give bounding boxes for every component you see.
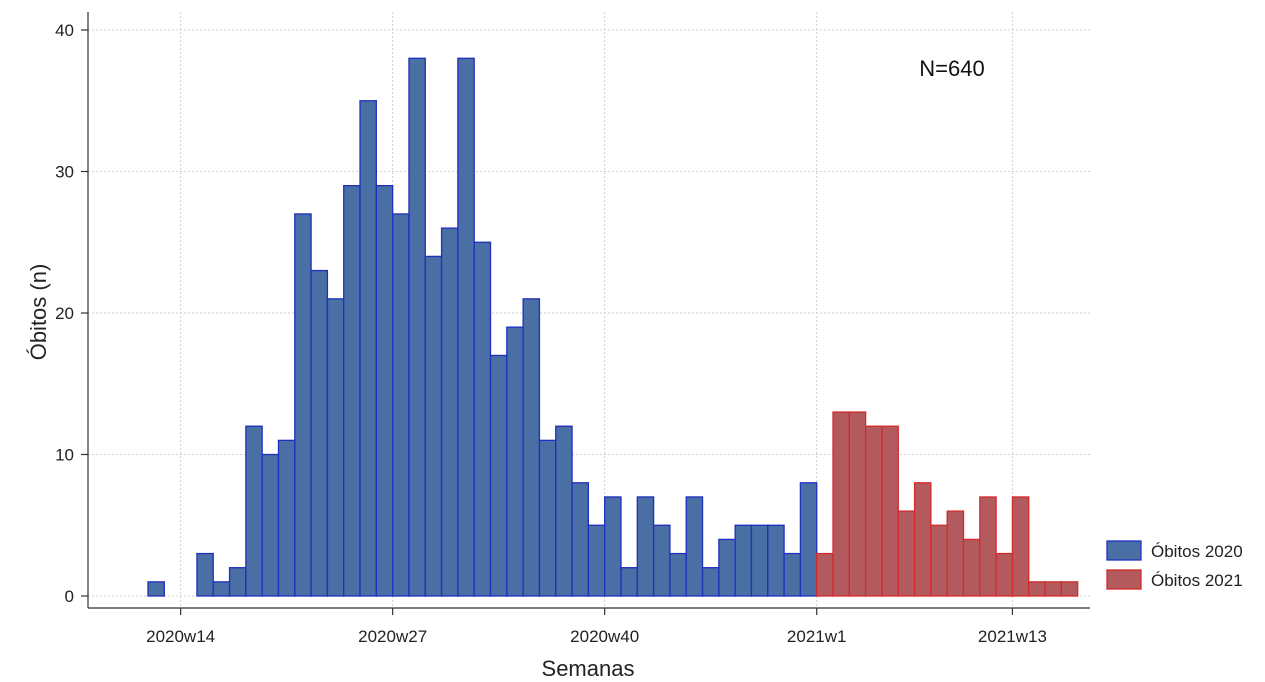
bar-2021w5: [881, 425, 899, 597]
bars: [147, 57, 1079, 597]
bar-2020w40: [604, 496, 622, 597]
bar-2021w9: [946, 510, 965, 597]
bar-2020w44: [669, 552, 687, 597]
x-ticks: 2020w14 2020w27 2020w40 2021w1 2021w13: [146, 608, 1047, 646]
bar-2020w12: [147, 581, 165, 597]
bar-2020w42: [636, 496, 655, 597]
bar-2021w12: [995, 552, 1014, 597]
bar-2021w6: [897, 510, 916, 597]
y-ticks: 0 10 20 30 40: [55, 21, 88, 606]
bar-2020w33: [489, 354, 508, 597]
bar-2020w47: [718, 538, 736, 597]
sample-size-annotation: N=640: [919, 56, 984, 81]
x-tick-label: 2021w13: [978, 627, 1047, 646]
bar-2020w20: [277, 439, 296, 597]
bar-2020w34: [506, 326, 524, 597]
x-tick-label: 2020w27: [358, 627, 427, 646]
bar-2020w24: [343, 184, 361, 597]
bar-2021w14: [1028, 581, 1046, 597]
bar-2020w15: [196, 552, 214, 597]
y-tick-label: 10: [55, 446, 74, 465]
legend: Óbitos 2020 Óbitos 2021: [1106, 540, 1243, 590]
bar-2020w30: [440, 227, 459, 597]
x-tick-label: 2021w1: [787, 627, 847, 646]
bar-2020w37: [555, 425, 573, 597]
bar-2020w51: [783, 552, 802, 597]
y-tick-label: 30: [55, 163, 74, 182]
legend-label-2020: Óbitos 2020: [1151, 542, 1243, 561]
y-tick-label: 0: [65, 587, 74, 606]
legend-label-2021: Óbitos 2021: [1151, 571, 1243, 590]
bar-2020w31: [457, 57, 475, 597]
bar-2021w13: [1011, 496, 1030, 597]
bar-2021w16: [1060, 581, 1079, 597]
bar-2021w15: [1044, 581, 1063, 597]
bar-2020w36: [538, 439, 557, 597]
bar-2020w49: [750, 524, 769, 597]
bar-2021w11: [979, 496, 997, 597]
bar-2020w19: [261, 453, 280, 597]
bar-2020w18: [245, 425, 263, 597]
x-tick-label: 2020w14: [146, 627, 215, 646]
bar-2020w32: [473, 241, 492, 597]
bar-2020w16: [212, 581, 231, 597]
bar-2020w23: [326, 298, 345, 597]
bar-2020w35: [522, 298, 541, 597]
bar-2020w50: [767, 524, 785, 597]
bar-2020w22: [310, 269, 329, 597]
bar-2021w1: [816, 552, 834, 597]
bar-2020w43: [652, 524, 671, 597]
bar-2020w21: [294, 213, 312, 597]
bar-2020w17: [228, 567, 247, 597]
bar-2021w8: [930, 524, 948, 597]
bar-2021w2: [832, 411, 850, 597]
legend-swatch-2020: [1106, 540, 1142, 561]
bar-2020w52: [799, 482, 818, 597]
bar-2020w46: [701, 567, 720, 597]
bar-2020w27: [391, 213, 410, 597]
y-axis-title: Óbitos (n): [26, 264, 51, 361]
bar-2020w45: [685, 496, 704, 597]
bar-2020w26: [375, 184, 394, 597]
x-tick-label: 2020w40: [570, 627, 639, 646]
axes: [87, 12, 1090, 609]
bar-2020w39: [587, 524, 606, 597]
bar-2021w3: [848, 411, 867, 597]
bar-2020w29: [424, 255, 443, 597]
bar-2020w28: [408, 57, 426, 597]
bar-2021w10: [962, 538, 981, 597]
bar-2020w48: [734, 524, 753, 597]
y-tick-label: 20: [55, 304, 74, 323]
bar-2021w4: [864, 425, 883, 597]
legend-swatch-2021: [1106, 569, 1142, 590]
bar-2021w7: [913, 482, 932, 597]
x-axis-title: Semanas: [542, 656, 635, 681]
bar-2020w41: [620, 567, 638, 597]
bar-2020w38: [571, 482, 590, 597]
bar-2020w25: [359, 100, 377, 597]
y-tick-label: 40: [55, 21, 74, 40]
